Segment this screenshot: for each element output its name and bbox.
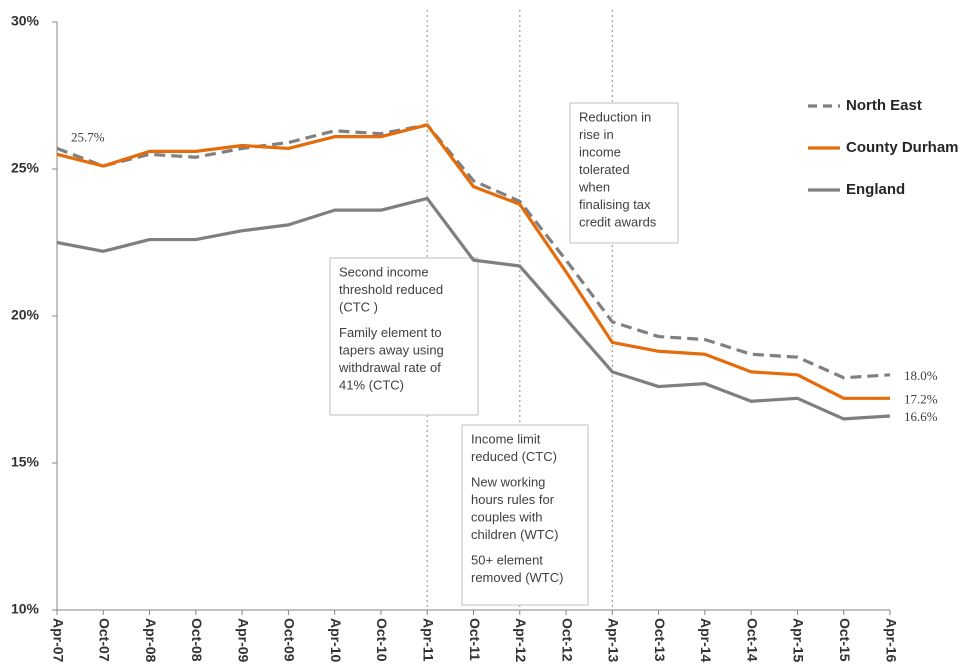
annotation-text: finalising tax bbox=[579, 197, 651, 212]
annotation-text: New working bbox=[471, 474, 545, 489]
x-tick-label: Oct-09 bbox=[282, 618, 298, 662]
legend-label: North East bbox=[846, 97, 922, 114]
annotation-text: rise in bbox=[579, 127, 614, 142]
y-tick-label: 30% bbox=[11, 13, 40, 29]
annotation-text: tolerated bbox=[579, 162, 630, 177]
annotation-box bbox=[329, 257, 479, 416]
annotation-box bbox=[569, 102, 679, 244]
annotation-text: Family element to bbox=[339, 325, 442, 340]
x-tick-label: Oct-12 bbox=[559, 618, 575, 662]
value-label: 25.7% bbox=[71, 129, 105, 144]
x-tick-label: Oct-11 bbox=[467, 618, 483, 661]
series-line bbox=[56, 123, 891, 380]
y-tick-label: 20% bbox=[11, 307, 40, 323]
annotation-text: hours rules for bbox=[471, 492, 555, 507]
annotation-text: threshold reduced bbox=[339, 282, 443, 297]
annotation-text: 50+ element bbox=[471, 552, 543, 567]
x-tick-label: Apr-07 bbox=[50, 618, 66, 663]
series-line bbox=[56, 196, 891, 421]
series-line bbox=[56, 123, 890, 400]
annotation-text: when bbox=[578, 179, 610, 194]
x-tick-label: Oct-10 bbox=[374, 618, 390, 662]
x-tick-label: Oct-15 bbox=[837, 618, 853, 662]
x-tick-label: Apr-10 bbox=[328, 618, 344, 663]
annotation-text: couples with bbox=[471, 509, 543, 524]
x-tick-label: Oct-07 bbox=[97, 618, 113, 662]
annotation-text: income bbox=[579, 144, 621, 159]
annotation-text: Second income bbox=[339, 264, 429, 279]
annotation-box bbox=[461, 424, 589, 606]
annotation-text: credit awards bbox=[579, 214, 657, 229]
annotation-text: tapers away using bbox=[339, 342, 444, 357]
legend-label: England bbox=[846, 181, 905, 198]
annotation-text: Income limit bbox=[471, 431, 541, 446]
y-tick-label: 15% bbox=[11, 454, 40, 470]
annotation-text: (CTC ) bbox=[339, 299, 378, 314]
x-tick-label: Apr-16 bbox=[883, 618, 899, 663]
x-tick-label: Apr-14 bbox=[698, 618, 714, 663]
annotation-text: withdrawal rate of bbox=[338, 360, 441, 375]
y-tick-label: 25% bbox=[11, 160, 40, 176]
x-tick-label: Oct-13 bbox=[652, 618, 668, 662]
x-tick-label: Apr-15 bbox=[791, 618, 807, 663]
y-tick-label: 10% bbox=[11, 601, 40, 617]
x-tick-label: Apr-12 bbox=[513, 618, 529, 663]
annotation-text: Reduction in bbox=[579, 109, 651, 124]
x-tick-label: Oct-08 bbox=[189, 618, 205, 662]
annotation-text: removed (WTC) bbox=[471, 570, 563, 585]
legend-label: County Durham bbox=[846, 139, 959, 156]
value-label: 16.6% bbox=[904, 409, 938, 424]
annotation-text: children (WTC) bbox=[471, 527, 558, 542]
x-tick-label: Apr-09 bbox=[235, 618, 251, 663]
x-tick-label: Apr-13 bbox=[606, 618, 622, 663]
x-tick-label: Apr-08 bbox=[143, 618, 159, 663]
x-tick-label: Apr-11 bbox=[421, 618, 437, 662]
value-label: 18.0% bbox=[904, 368, 938, 383]
x-tick-label: Oct-14 bbox=[744, 618, 760, 662]
value-label: 17.2% bbox=[904, 391, 938, 406]
annotation-text: 41% (CTC) bbox=[339, 377, 404, 392]
annotation-text: reduced (CTC) bbox=[471, 449, 557, 464]
